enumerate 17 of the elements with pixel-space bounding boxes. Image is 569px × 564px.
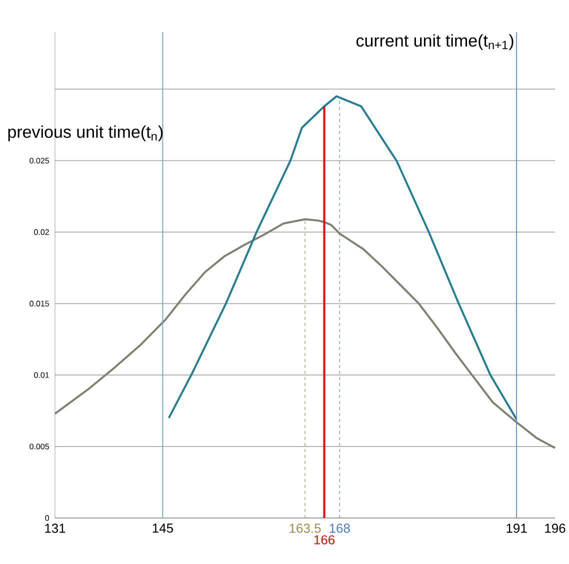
x-tick-label: 131 bbox=[45, 524, 66, 533]
x-tick-label: 145 bbox=[152, 524, 173, 533]
y-tick-label: 0 bbox=[45, 515, 50, 521]
x-tick-label: 163.5 bbox=[290, 524, 321, 533]
line-series bbox=[54, 218, 556, 449]
y-tick-label: 0.015 bbox=[30, 300, 49, 306]
y-tick-label: 0.02 bbox=[34, 229, 49, 235]
annotation: 166 bbox=[314, 535, 335, 544]
annotation: previous unit time(t$_{n}$) bbox=[8, 125, 163, 142]
x-tick-label: 196 bbox=[545, 524, 566, 533]
x-tick-label: 168 bbox=[330, 524, 350, 533]
annotation: current unit time(t$_{n+1}$) bbox=[356, 34, 514, 50]
y-tick-label: 0.01 bbox=[34, 372, 49, 378]
y-tick-label: 0.005 bbox=[30, 444, 49, 450]
y-tick-label: 0.025 bbox=[30, 158, 49, 164]
x-tick-label: 191 bbox=[506, 524, 527, 533]
line-series bbox=[168, 95, 518, 420]
